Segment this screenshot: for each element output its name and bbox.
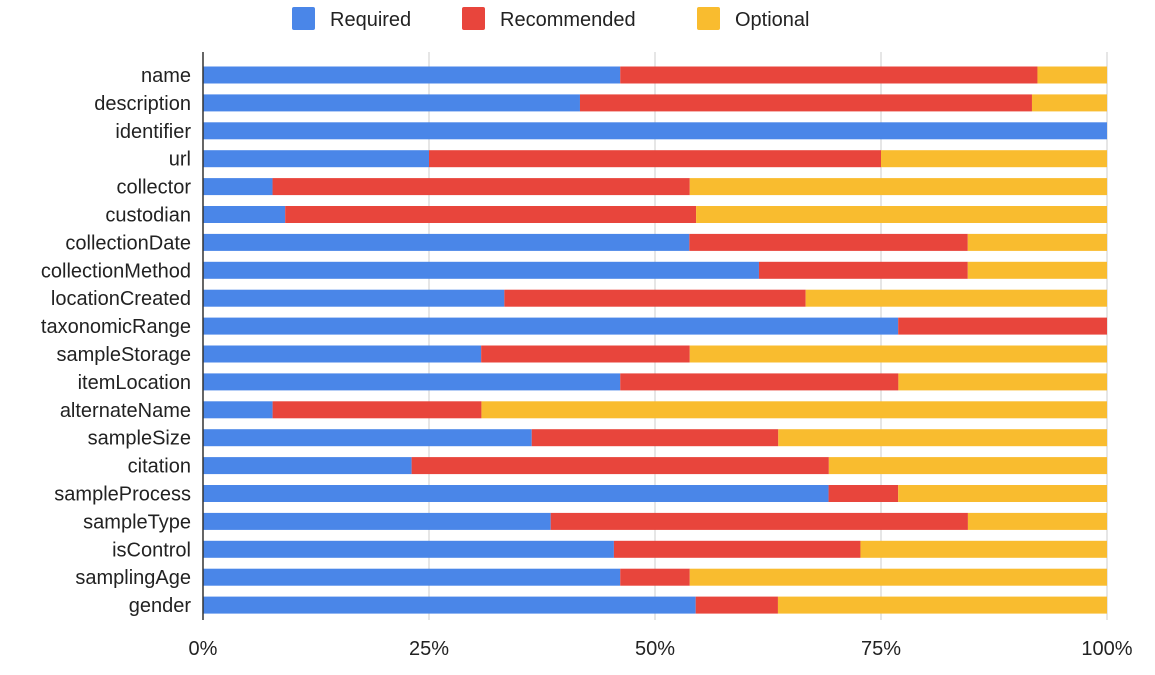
category-label: samplingAge bbox=[75, 567, 191, 589]
bar-segment bbox=[898, 317, 1107, 335]
bar-segment bbox=[860, 540, 1107, 558]
bar-segment bbox=[531, 429, 779, 447]
bar-segment bbox=[203, 596, 696, 614]
category-label: isControl bbox=[112, 539, 191, 561]
bar-segment bbox=[613, 540, 861, 558]
bar-segment bbox=[689, 568, 1107, 586]
legend-swatch bbox=[292, 7, 315, 30]
bar-segment bbox=[203, 233, 690, 251]
bar-segment bbox=[481, 345, 690, 363]
bar-segment bbox=[203, 66, 621, 84]
bar-segment bbox=[203, 540, 614, 558]
bar-segment bbox=[504, 289, 806, 307]
x-tick-label: 25% bbox=[409, 638, 449, 660]
bars bbox=[203, 66, 1107, 614]
bar-segment bbox=[203, 317, 899, 335]
category-label: identifier bbox=[115, 121, 191, 143]
category-label: custodian bbox=[105, 205, 191, 227]
bar-segment bbox=[203, 485, 829, 502]
bar-segment bbox=[805, 289, 1107, 307]
category-label: sampleProcess bbox=[54, 484, 191, 506]
bar-segment bbox=[203, 261, 759, 279]
bar-segment bbox=[967, 233, 1107, 251]
category-label: collector bbox=[117, 177, 192, 199]
bar-segment bbox=[696, 206, 1107, 223]
bar-segment bbox=[689, 178, 1107, 196]
bar-segment bbox=[203, 122, 1107, 140]
bar-segment bbox=[695, 596, 778, 614]
bar-segment bbox=[481, 401, 1107, 419]
bar-segment bbox=[203, 401, 273, 419]
bar-segment bbox=[429, 150, 881, 168]
x-tick-label: 75% bbox=[861, 638, 901, 660]
bar-segment bbox=[203, 94, 580, 112]
legend-label: Optional bbox=[735, 9, 810, 31]
category-label: url bbox=[169, 149, 191, 171]
bar-segment bbox=[689, 345, 1107, 363]
bar-segment bbox=[828, 457, 1107, 475]
legend-swatch bbox=[462, 7, 485, 30]
category-label: sampleType bbox=[83, 511, 191, 533]
bar-segment bbox=[898, 373, 1107, 391]
bar-segment bbox=[203, 178, 273, 196]
x-tick-labels: 0% 25% 50% 75% 100% bbox=[189, 638, 1133, 660]
bar-segment bbox=[203, 568, 621, 586]
bar-segment bbox=[285, 206, 697, 223]
bar-segment bbox=[203, 457, 412, 475]
bar-segment bbox=[620, 373, 899, 391]
bar-segment bbox=[203, 429, 532, 447]
bar-segment bbox=[778, 429, 1107, 447]
bar-segment bbox=[1031, 94, 1107, 112]
category-label: itemLocation bbox=[78, 372, 191, 394]
bar-segment bbox=[881, 150, 1107, 168]
category-label: collectionDate bbox=[65, 232, 191, 254]
x-tick-label: 100% bbox=[1081, 638, 1132, 660]
bar-segment bbox=[203, 512, 551, 530]
category-label: taxonomicRange bbox=[41, 316, 191, 338]
category-label: locationCreated bbox=[51, 288, 191, 310]
bar-segment bbox=[620, 66, 1038, 84]
bar-segment bbox=[203, 373, 621, 391]
bar-segment bbox=[620, 568, 690, 586]
bar-segment bbox=[272, 178, 690, 196]
x-tick-label: 0% bbox=[189, 638, 218, 660]
category-label: sampleStorage bbox=[56, 344, 191, 366]
category-label: gender bbox=[129, 595, 192, 617]
bar-segment bbox=[203, 150, 429, 168]
category-label: sampleSize bbox=[88, 428, 191, 450]
bar-segment bbox=[777, 596, 1107, 614]
legend-swatch bbox=[697, 7, 720, 30]
category-label: citation bbox=[128, 456, 191, 478]
bar-segment bbox=[967, 512, 1107, 530]
bar-segment bbox=[967, 261, 1107, 279]
category-labels: name description identifier url collector cus… bbox=[41, 65, 191, 617]
category-label: name bbox=[141, 65, 191, 87]
chart-legend: Required Recommended Optional bbox=[292, 7, 810, 31]
bar-segment bbox=[272, 401, 482, 419]
bar-segment bbox=[203, 206, 286, 223]
category-label: description bbox=[94, 93, 191, 115]
category-label: collectionMethod bbox=[41, 260, 191, 282]
bar-segment bbox=[550, 512, 968, 530]
legend-label: Required bbox=[330, 9, 411, 31]
category-label: alternateName bbox=[60, 400, 191, 422]
bar-segment bbox=[689, 233, 968, 251]
bar-segment bbox=[203, 345, 482, 363]
x-tick-label: 50% bbox=[635, 638, 675, 660]
bar-segment bbox=[1037, 66, 1107, 84]
legend-label: Recommended bbox=[500, 9, 636, 31]
bar-segment bbox=[203, 289, 505, 307]
bar-segment bbox=[579, 94, 1032, 112]
bar-segment bbox=[758, 261, 968, 279]
bar-segment bbox=[828, 485, 899, 502]
bar-segment bbox=[411, 457, 829, 475]
bar-segment bbox=[898, 485, 1107, 502]
